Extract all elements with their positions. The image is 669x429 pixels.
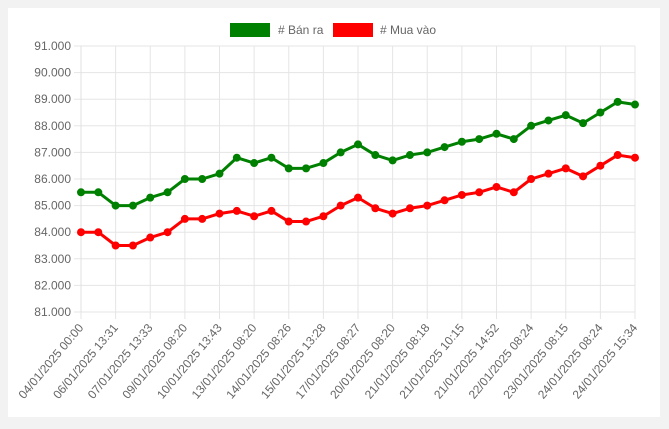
legend-label: # Bán ra <box>278 23 324 37</box>
data-point[interactable] <box>405 151 414 160</box>
data-point[interactable] <box>284 217 293 226</box>
data-point[interactable] <box>77 188 85 197</box>
y-tick-label: 83.000 <box>34 252 71 266</box>
data-point[interactable] <box>146 233 155 242</box>
data-point[interactable] <box>457 190 466 199</box>
legend-item-0[interactable]: # Bán ra <box>230 23 324 37</box>
data-point[interactable] <box>475 135 484 144</box>
data-point[interactable] <box>284 164 293 173</box>
y-tick-label: 86.000 <box>34 172 71 186</box>
data-point[interactable] <box>405 204 414 213</box>
y-tick-label: 84.000 <box>34 225 71 239</box>
chart-card: 81.000 82.000 83.000 84.000 85.000 86.000 87.0… <box>8 8 660 417</box>
data-point[interactable] <box>302 217 311 226</box>
data-point[interactable] <box>215 169 224 178</box>
y-axis-ticks: 81.000 82.000 83.000 84.000 85.000 86.000 87.0… <box>34 39 71 319</box>
data-point[interactable] <box>198 214 207 223</box>
data-point[interactable] <box>302 164 311 173</box>
data-point[interactable] <box>94 188 103 197</box>
data-point[interactable] <box>613 151 622 160</box>
series-lines <box>77 97 639 250</box>
data-point[interactable] <box>198 175 207 183</box>
y-tick-label: 90.000 <box>34 66 71 80</box>
data-point[interactable] <box>475 188 484 197</box>
data-point[interactable] <box>561 164 570 173</box>
x-tick-label: 24/01/2025 15:34 <box>570 321 641 402</box>
data-point[interactable] <box>267 206 276 215</box>
grid-lines <box>74 45 636 319</box>
data-point[interactable] <box>544 116 553 125</box>
data-point[interactable] <box>440 196 449 205</box>
y-tick-label: 85.000 <box>34 199 71 213</box>
data-point[interactable] <box>371 204 380 213</box>
data-point[interactable] <box>457 137 466 146</box>
data-point[interactable] <box>163 228 172 237</box>
legend[interactable]: # Bán ra # Mua vào <box>230 23 436 37</box>
data-point[interactable] <box>596 108 605 117</box>
data-point[interactable] <box>319 159 328 168</box>
legend-label: # Mua vào <box>380 23 436 37</box>
y-tick-label: 82.000 <box>34 278 71 292</box>
data-point[interactable] <box>128 241 137 250</box>
data-point[interactable] <box>579 172 588 181</box>
data-point[interactable] <box>613 97 622 106</box>
data-point[interactable] <box>128 201 137 210</box>
data-point[interactable] <box>111 241 120 250</box>
data-point[interactable] <box>77 228 85 237</box>
data-point[interactable] <box>561 111 570 120</box>
data-point[interactable] <box>163 188 172 197</box>
data-point[interactable] <box>371 151 380 160</box>
data-point[interactable] <box>267 153 276 162</box>
data-point[interactable] <box>215 209 224 218</box>
data-point[interactable] <box>509 188 518 197</box>
data-point[interactable] <box>492 182 501 191</box>
data-point[interactable] <box>250 159 259 168</box>
data-point[interactable] <box>180 214 189 223</box>
line-chart: 81.000 82.000 83.000 84.000 85.000 86.000 87.0… <box>16 23 641 402</box>
data-point[interactable] <box>527 175 536 183</box>
data-point[interactable] <box>232 206 241 215</box>
data-point[interactable] <box>354 193 362 202</box>
legend-swatch <box>230 23 270 37</box>
data-point[interactable] <box>336 148 345 157</box>
data-point[interactable] <box>423 201 432 210</box>
data-point[interactable] <box>232 153 241 162</box>
data-point[interactable] <box>180 175 189 183</box>
data-point[interactable] <box>631 153 639 162</box>
data-point[interactable] <box>111 201 120 210</box>
data-point[interactable] <box>423 148 432 157</box>
data-point[interactable] <box>579 119 588 128</box>
data-point[interactable] <box>319 212 328 221</box>
data-point[interactable] <box>94 228 103 237</box>
data-point[interactable] <box>146 193 155 202</box>
data-point[interactable] <box>596 161 605 170</box>
y-tick-label: 91.000 <box>34 39 71 53</box>
data-point[interactable] <box>388 209 397 218</box>
y-tick-label: 87.000 <box>34 145 71 159</box>
data-point[interactable] <box>388 156 397 165</box>
data-point[interactable] <box>440 143 449 152</box>
data-point[interactable] <box>631 100 639 109</box>
data-point[interactable] <box>544 169 553 178</box>
data-point[interactable] <box>250 212 259 221</box>
legend-item-1[interactable]: # Mua vào <box>333 23 436 37</box>
data-point[interactable] <box>354 140 362 149</box>
data-point[interactable] <box>336 201 345 210</box>
y-tick-label: 89.000 <box>34 92 71 106</box>
y-tick-label: 88.000 <box>34 119 71 133</box>
data-point[interactable] <box>527 121 536 130</box>
y-tick-label: 81.000 <box>34 305 71 319</box>
legend-swatch <box>333 23 373 37</box>
data-point[interactable] <box>509 135 518 144</box>
data-point[interactable] <box>492 129 501 138</box>
